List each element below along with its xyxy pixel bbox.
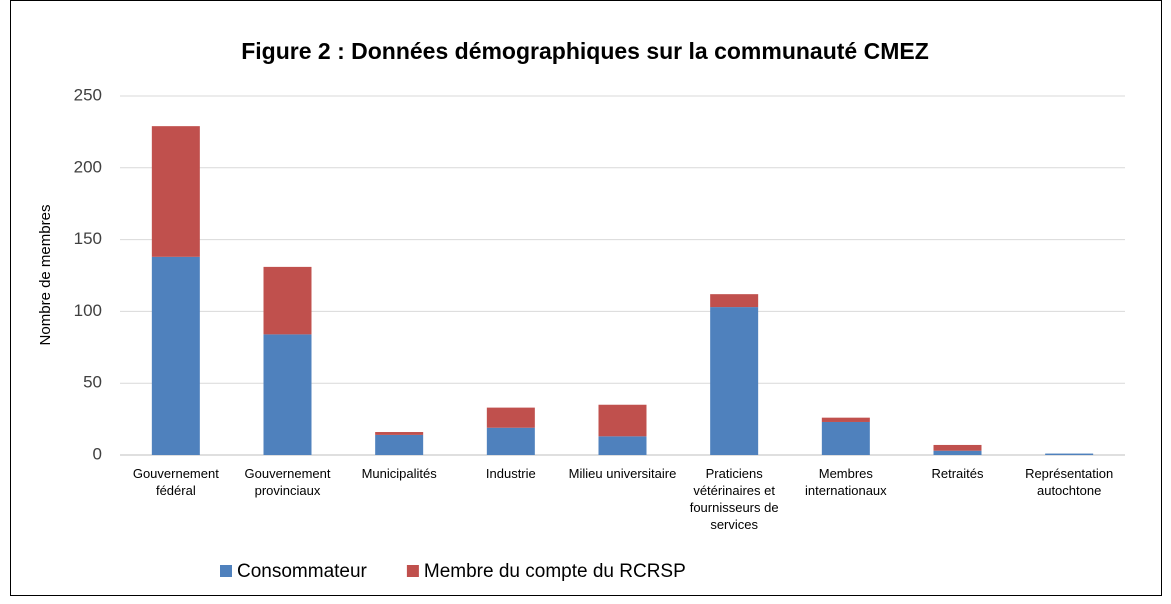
bar-segment bbox=[710, 307, 759, 455]
x-tick-label: Industrie bbox=[485, 466, 536, 481]
legend-swatch bbox=[406, 565, 419, 577]
x-tick-label: Retraités bbox=[931, 466, 984, 481]
bar-segment bbox=[486, 427, 535, 455]
chart-title: Figure 2 : Données démographiques sur la… bbox=[241, 38, 929, 64]
y-tick-label: 50 bbox=[83, 373, 102, 392]
bar-segment bbox=[151, 126, 200, 257]
bar-segment bbox=[375, 432, 424, 435]
bar-segment bbox=[710, 294, 759, 308]
x-tick-label: Membres internationaux bbox=[804, 466, 887, 498]
chart-border bbox=[10, 0, 1162, 596]
x-tick-label: Gouvernement fédéral bbox=[132, 466, 219, 498]
y-tick-label: 100 bbox=[74, 301, 102, 320]
bar-segment bbox=[263, 266, 312, 335]
legend: Consommateur Membre du compte du RCRSP bbox=[220, 561, 686, 582]
bar-segment bbox=[933, 450, 982, 455]
bar-segment bbox=[263, 334, 312, 455]
bar-segment bbox=[598, 404, 647, 437]
x-tick-label: Milieu universitaire bbox=[568, 466, 677, 481]
bar-segment bbox=[486, 407, 535, 428]
bar-segment bbox=[375, 434, 424, 455]
x-tick-label: Municipalités bbox=[361, 466, 437, 481]
x-tick-label: Représentation autochtone bbox=[1025, 466, 1114, 498]
bar-segment bbox=[151, 256, 200, 455]
legend-swatch bbox=[220, 565, 232, 577]
bar-segment bbox=[821, 421, 870, 455]
legend-label: Membre du compte du RCRSP bbox=[424, 561, 686, 582]
bar-segment bbox=[933, 444, 982, 451]
y-tick-label: 250 bbox=[74, 85, 102, 104]
bar-segment bbox=[1045, 453, 1094, 455]
bar-segment bbox=[821, 417, 870, 422]
x-tick-label: Gouvernement provinciaux bbox=[244, 466, 331, 498]
y-axis-label: Nombre de membres bbox=[37, 205, 54, 346]
y-tick-label: 150 bbox=[74, 229, 102, 248]
x-tick-label: Praticiens vétérinaires et fournisseurs … bbox=[689, 466, 779, 532]
y-tick-label: 0 bbox=[93, 444, 102, 463]
y-tick-label: 200 bbox=[74, 157, 102, 176]
bar-segment bbox=[598, 436, 647, 455]
legend-label: Consommateur bbox=[237, 561, 368, 582]
